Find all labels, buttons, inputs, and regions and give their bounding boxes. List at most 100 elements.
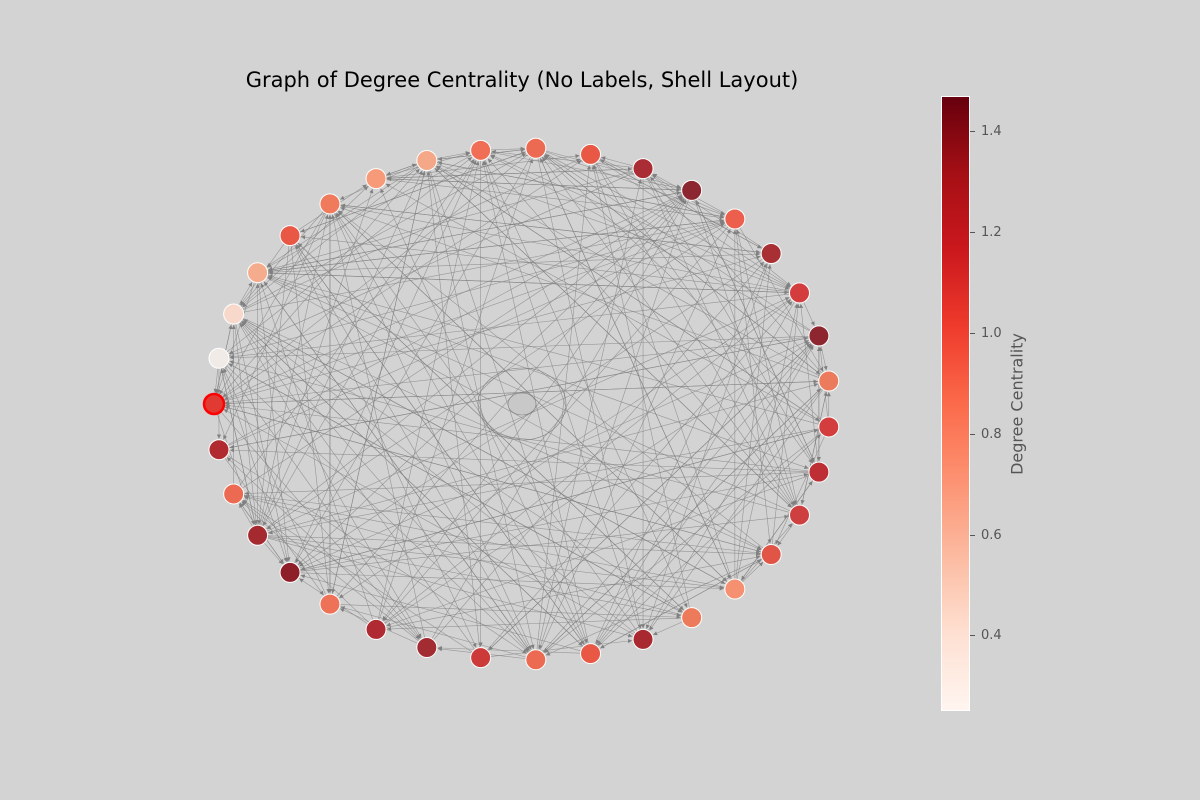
graph-edge [241,319,683,612]
graph-edge [266,224,727,530]
graph-edge [242,320,636,634]
graph-edge [293,160,477,564]
graph-edge [300,235,790,293]
graph-edge [436,165,821,377]
graph-edge [541,157,794,508]
graph-edge [490,151,681,190]
graph-edge [220,367,257,525]
graph-edge [268,170,634,271]
graph-edge [267,272,789,295]
graph-edge [490,154,791,290]
graph-edge [434,165,820,422]
colorbar-tick-label: 0.8 [981,426,1002,442]
graph-node [724,578,746,600]
colorbar-tick-label: 1.0 [981,325,1002,341]
graph-edge [735,228,772,544]
graph-edge [799,303,819,463]
colorbar-tick [970,635,975,637]
graph-edge [736,229,798,506]
graph-node [223,483,245,505]
graph-edge [340,206,820,378]
graph-edge [595,301,795,645]
graph-edge [267,535,761,557]
graph-node [818,416,840,438]
graph-edge [225,364,529,653]
graph-edge [433,167,792,508]
graph-edge [297,197,685,566]
graph-edge [216,413,255,525]
graph-edge [267,276,791,512]
graph-node [247,524,269,546]
graph-edge [219,212,326,395]
graph-edge [593,164,732,580]
graph-edge [694,199,797,505]
graph-edge [226,156,473,353]
graph-edge [599,158,762,249]
graph-edge [299,151,526,233]
graph-node [279,225,301,247]
graph-edge [384,341,810,625]
graph-edge [386,475,810,627]
graph-node [788,504,810,526]
graph-edge [331,170,425,594]
graph-node [580,643,602,665]
graph-edge [261,170,423,527]
graph-edge [267,251,761,273]
graph-edge [293,244,477,648]
graph-edge [220,411,420,640]
graph-edge [263,542,284,565]
graph-edge [377,160,480,620]
highlighted-graph-node [202,392,226,416]
graph-edge [386,167,633,179]
graph-edge [258,282,291,562]
graph-edge [229,448,809,473]
graph-edge [336,212,638,632]
graph-edge [213,368,219,394]
graph-node [525,137,547,159]
graph-node [365,618,387,640]
graph-node [416,150,438,172]
graph-edge [426,171,480,648]
graph-edge [238,322,422,639]
graph-edge [228,220,725,356]
graph-node [525,649,547,671]
graph-edge [385,179,724,220]
graph-node [416,636,438,658]
graph-edge [300,572,724,591]
colorbar-tick [970,534,975,536]
graph-edge [267,536,681,617]
graph-edge [299,472,809,571]
graph-edge [544,432,822,654]
graph-edge [224,403,809,472]
graph-edge [428,170,535,650]
graph-edge [223,212,327,440]
colorbar-label: Degree Centrality [1007,333,1027,475]
graph-edge [488,342,812,651]
graph-node [681,179,703,201]
graph-edge [224,405,762,553]
graph-edge [652,621,683,636]
graph-edge [242,153,527,310]
graph-edge [224,336,809,405]
colorbar-tick [970,131,975,133]
graph-edge [223,194,683,400]
graph-edge [487,301,793,651]
graph-edge [227,362,683,613]
graph-edge [240,320,583,647]
graph-node [580,143,602,165]
colorbar-tick-label: 1.2 [981,225,1002,241]
graph-edge [599,158,725,215]
graph-edge [229,360,790,513]
graph-edge [595,162,795,506]
graph-edge [242,158,581,311]
graph-edge [242,318,726,585]
graph-edge [771,303,800,545]
graph-edge [222,160,582,399]
graph-edge [295,156,532,564]
graph-edge [378,158,534,621]
graph-edge [736,303,799,580]
graph-edge [268,274,820,425]
graph-edge [226,457,420,641]
graph-edge [267,537,633,638]
